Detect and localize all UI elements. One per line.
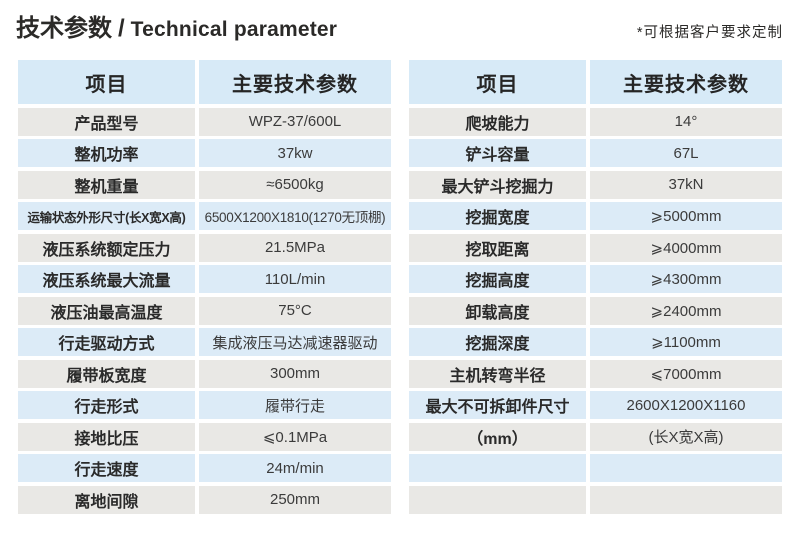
- param-row: 爬坡能力 14°: [409, 107, 782, 136]
- param-label: 产品型号: [18, 107, 195, 136]
- param-label: 爬坡能力: [409, 107, 586, 136]
- param-row: 整机重量 ≈6500kg: [18, 170, 391, 199]
- param-label: 挖掘高度: [409, 265, 586, 293]
- param-value: 14°: [590, 107, 782, 136]
- spec-table-left: 项目 主要技术参数 产品型号 WPZ-37/600L 整机功率 37kw 整机重…: [18, 60, 391, 514]
- param-label: 行走速度: [18, 454, 195, 482]
- title-en: Technical parameter: [130, 18, 338, 41]
- title-zh: 技术参数: [16, 15, 112, 42]
- param-value: ⩽7000mm: [590, 359, 782, 388]
- param-value: WPZ-37/600L: [199, 107, 391, 136]
- param-row: 液压系统额定压力 21.5MPa: [18, 233, 391, 262]
- param-value: 37kN: [590, 170, 782, 199]
- param-label: 挖取距离: [409, 233, 586, 262]
- param-label: 整机重量: [18, 170, 195, 199]
- customization-note: *可根据客户要求定制: [636, 25, 783, 41]
- param-label: 最大铲斗挖掘力: [409, 170, 586, 199]
- param-value: ⩾2400mm: [590, 296, 782, 325]
- param-row: 挖掘深度 ⩾1100mm: [409, 328, 782, 356]
- param-label: 液压系统最大流量: [18, 265, 195, 293]
- param-label: （mm）: [409, 422, 586, 451]
- param-row-empty: [409, 454, 782, 482]
- param-row: 整机功率 37kw: [18, 139, 391, 167]
- param-value: 75°C: [199, 296, 391, 325]
- page-title: 技术参数 / Technical parameter: [16, 12, 337, 46]
- param-value: ⩾5000mm: [590, 202, 782, 230]
- table-header-row: 项目 主要技术参数: [409, 60, 782, 104]
- param-row: 卸载高度 ⩾2400mm: [409, 296, 782, 325]
- param-label: 接地比压: [18, 422, 195, 451]
- param-value: 37kw: [199, 139, 391, 167]
- param-row: 主机转弯半径 ⩽7000mm: [409, 359, 782, 388]
- param-row: 挖掘宽度 ⩾5000mm: [409, 202, 782, 230]
- param-row: 最大铲斗挖掘力 37kN: [409, 170, 782, 199]
- param-value: ⩾1100mm: [590, 328, 782, 356]
- spec-tables: 项目 主要技术参数 产品型号 WPZ-37/600L 整机功率 37kw 整机重…: [18, 60, 782, 514]
- param-row: 行走形式 履带行走: [18, 391, 391, 419]
- param-value: 24m/min: [199, 454, 391, 482]
- header-item-label: 项目: [409, 60, 586, 104]
- param-row: （mm） (长X宽X高): [409, 422, 782, 451]
- param-value: 履带行走: [199, 391, 391, 419]
- param-row: 挖掘高度 ⩾4300mm: [409, 265, 782, 293]
- table-header-row: 项目 主要技术参数: [18, 60, 391, 104]
- param-value: ⩾4000mm: [590, 233, 782, 262]
- param-label: [409, 454, 586, 482]
- param-label: 履带板宽度: [18, 359, 195, 388]
- param-value: 2600X1200X1160: [590, 391, 782, 419]
- header-item-value: 主要技术参数: [199, 60, 391, 104]
- param-value: 250mm: [199, 485, 391, 514]
- param-label: 卸载高度: [409, 296, 586, 325]
- param-label: 液压油最高温度: [18, 296, 195, 325]
- param-value: 110L/min: [199, 265, 391, 293]
- param-label: 挖掘深度: [409, 328, 586, 356]
- param-label: 行走驱动方式: [18, 328, 195, 356]
- param-value: 300mm: [199, 359, 391, 388]
- param-row: 挖取距离 ⩾4000mm: [409, 233, 782, 262]
- param-value: 6500X1200X1810(1270无顶棚): [199, 202, 391, 230]
- param-label: 主机转弯半径: [409, 359, 586, 388]
- param-label: 运输状态外形尺寸(长X宽X高): [18, 202, 195, 230]
- param-row: 运输状态外形尺寸(长X宽X高) 6500X1200X1810(1270无顶棚): [18, 202, 391, 230]
- param-row: 液压系统最大流量 110L/min: [18, 265, 391, 293]
- header-item-label: 项目: [18, 60, 195, 104]
- param-row: 产品型号 WPZ-37/600L: [18, 107, 391, 136]
- param-value: [590, 485, 782, 514]
- param-row: 最大不可拆卸件尺寸 2600X1200X1160: [409, 391, 782, 419]
- param-row: 接地比压 ⩽0.1MPa: [18, 422, 391, 451]
- param-label: 液压系统额定压力: [18, 233, 195, 262]
- param-label: 行走形式: [18, 391, 195, 419]
- param-label: 挖掘宽度: [409, 202, 586, 230]
- param-label: 铲斗容量: [409, 139, 586, 167]
- param-value: 67L: [590, 139, 782, 167]
- param-value: 集成液压马达减速器驱动: [199, 328, 391, 356]
- title-divider: /: [118, 15, 125, 42]
- param-row: 行走驱动方式 集成液压马达减速器驱动: [18, 328, 391, 356]
- param-label: 最大不可拆卸件尺寸: [409, 391, 586, 419]
- header-item-value: 主要技术参数: [590, 60, 782, 104]
- param-value: ⩾4300mm: [590, 265, 782, 293]
- page-header: 技术参数 / Technical parameter *可根据客户要求定制: [16, 13, 783, 46]
- param-row: 行走速度 24m/min: [18, 454, 391, 482]
- param-value: (长X宽X高): [590, 422, 782, 451]
- param-label: 整机功率: [18, 139, 195, 167]
- param-value: 21.5MPa: [199, 233, 391, 262]
- param-value: ⩽0.1MPa: [199, 422, 391, 451]
- param-row: 离地间隙 250mm: [18, 485, 391, 514]
- param-row-empty: [409, 485, 782, 514]
- param-value: ≈6500kg: [199, 170, 391, 199]
- param-value: [590, 454, 782, 482]
- param-row: 铲斗容量 67L: [409, 139, 782, 167]
- param-row: 履带板宽度 300mm: [18, 359, 391, 388]
- param-label: [409, 485, 586, 514]
- spec-table-right: 项目 主要技术参数 爬坡能力 14° 铲斗容量 67L 最大铲斗挖掘力 37kN…: [409, 60, 782, 514]
- param-row: 液压油最高温度 75°C: [18, 296, 391, 325]
- param-label: 离地间隙: [18, 485, 195, 514]
